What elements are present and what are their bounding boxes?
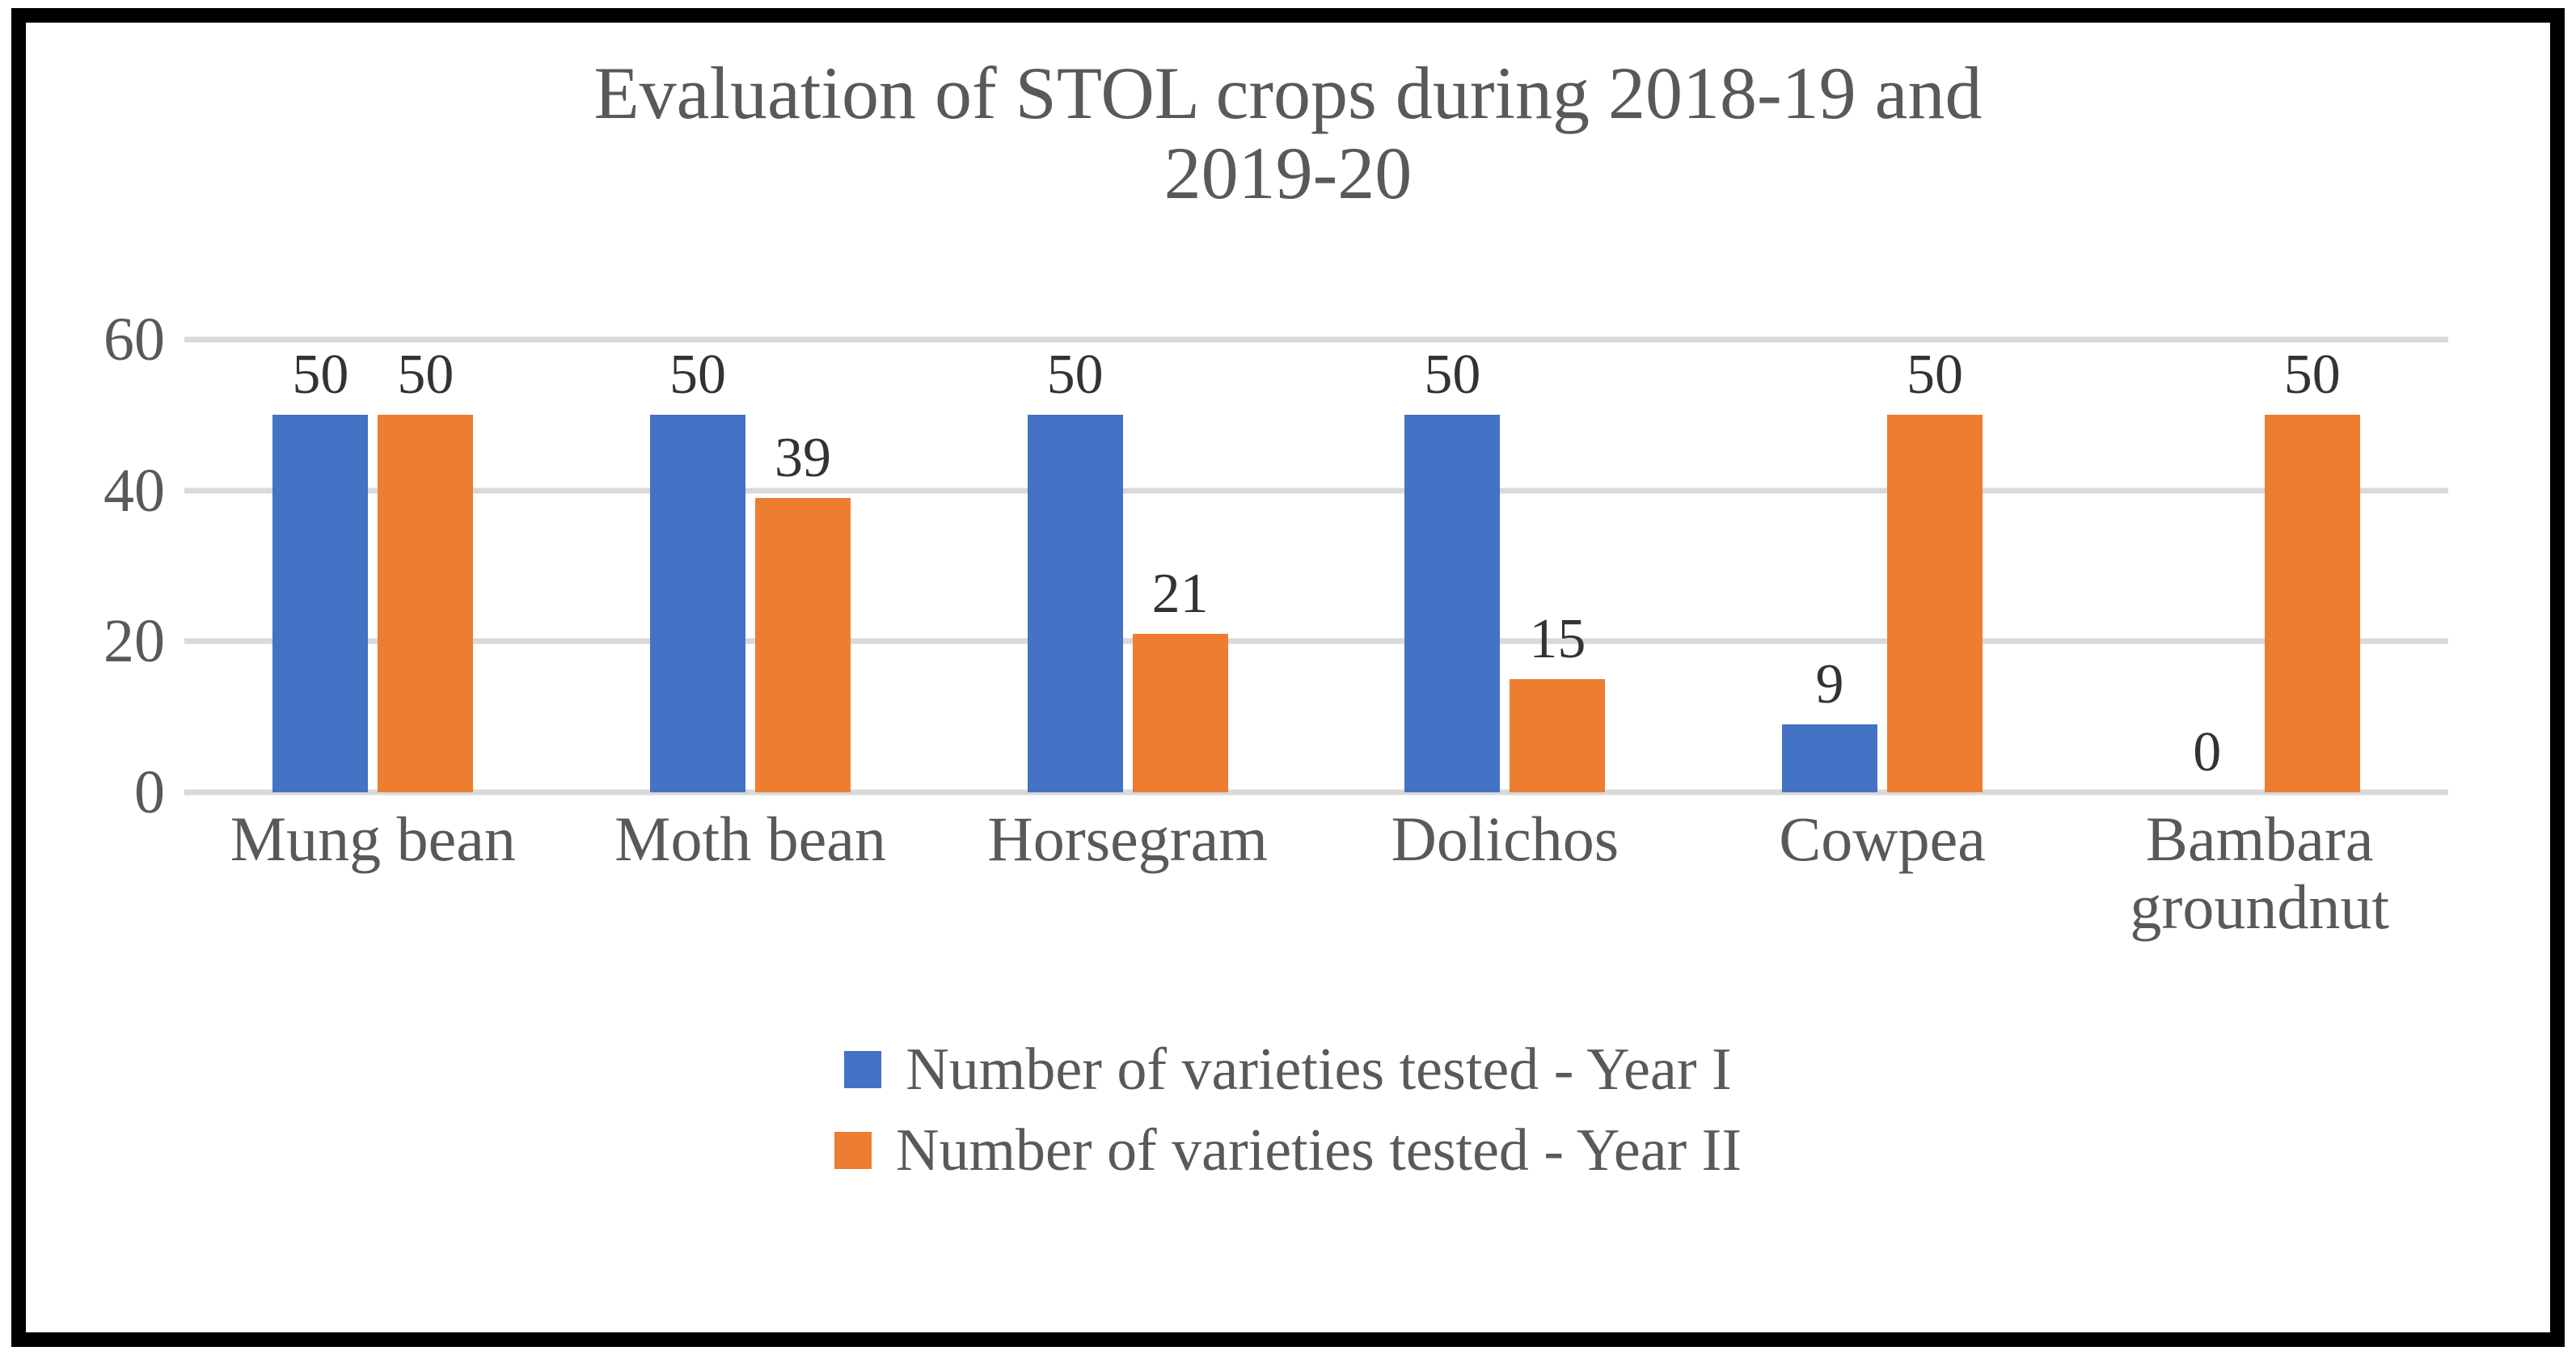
x-label-dolichos: Dolichos [1391,804,1620,874]
bar-dolichos-year-i[interactable] [1404,415,1501,792]
gridline-40 [184,488,2448,494]
bar-value-label: 50 [2283,344,2341,407]
legend-item-year-i[interactable]: Number of varieties tested - Year I [844,1036,1732,1103]
bar-value-label: 39 [775,427,831,489]
bar-moth-bean-year-i[interactable] [650,415,745,792]
gridline-20 [184,638,2448,644]
bar-group-horsegram: 50 21 [939,340,1316,792]
gridline-0 [184,789,2448,796]
chart-title-line-1: Evaluation of STOL crops during 2018-19 … [593,52,1983,134]
x-label-cowpea: Cowpea [1779,804,1986,874]
plot-wrapper: 60 40 20 0 50 [26,309,2550,823]
bar-value-label: 50 [292,344,349,407]
bar-slot-year-ii: 21 [1132,340,1228,792]
bar-value-label: 21 [1151,563,1209,625]
bar-value-label: 50 [1907,344,1964,407]
bar-slot-year-i: 0 [2160,340,2255,792]
legend-label-year-i: Number of varieties tested - Year I [906,1036,1732,1103]
legend-swatch-icon [844,1051,882,1088]
y-axis-labels: 60 40 20 0 [26,309,179,823]
bar-cowpea-year-ii[interactable] [1887,415,1983,792]
bar-slot-year-i: 50 [1404,340,1501,792]
bar-value-label: 50 [1424,344,1481,407]
chart-area: Evaluation of STOL crops during 2018-19 … [26,23,2550,1332]
chart-legend: Number of varieties tested - Year I Numb… [26,1040,2550,1180]
bar-cowpea-year-i[interactable] [1782,724,1878,792]
bar-slot-year-i: 50 [650,340,745,792]
y-tick-40: 40 [103,456,165,525]
bar-bambara-groundnut-year-ii[interactable] [2264,415,2360,792]
bar-group-mung-bean: 50 50 [184,340,562,792]
bar-slot-year-i: 9 [1782,340,1878,792]
x-label-moth-bean: Moth bean [614,804,886,874]
legend-item-year-ii[interactable]: Number of varieties tested - Year II [834,1121,1742,1180]
bar-slot-year-ii: 39 [755,340,851,792]
chart-title-line-2: 2019-20 [1163,132,1413,215]
bar-slot-year-ii: 15 [1510,340,1606,792]
bar-value-label: 50 [669,344,726,407]
bar-horsegram-year-i[interactable] [1027,415,1123,792]
legend-label-year-ii: Number of varieties tested - Year II [896,1117,1742,1184]
gridline-60 [184,336,2448,343]
bar-slot-year-i: 50 [272,340,369,792]
bar-value-label: 9 [1815,653,1844,715]
bar-group-cowpea: 9 50 [1694,340,2071,792]
bar-horsegram-year-ii[interactable] [1132,634,1228,792]
x-label-horsegram: Horsegram [987,804,1268,874]
bar-group-moth-bean: 50 39 [562,340,940,792]
x-label-mung-bean: Mung bean [230,804,516,874]
bar-slot-year-ii: 50 [2264,340,2360,792]
y-tick-0: 0 [134,758,165,826]
bar-slot-year-ii: 50 [1887,340,1983,792]
figure-border: Evaluation of STOL crops during 2018-19 … [11,8,2565,1347]
bar-value-label: 50 [397,344,454,407]
x-label-bambara-groundnut: Bambara groundnut [2130,804,2390,943]
chart-title: Evaluation of STOL crops during 2018-19 … [26,53,2550,214]
bar-mung-bean-year-ii[interactable] [378,415,474,792]
x-axis-labels: Mung bean Moth bean Horsegram Dolichos C… [184,804,2448,943]
legend-swatch-icon [834,1132,872,1169]
y-tick-60: 60 [103,306,165,374]
bar-value-label: 50 [1046,344,1104,407]
bar-value-label: 0 [2193,721,2222,783]
bar-moth-bean-year-ii[interactable] [755,498,851,792]
bar-groups: 50 50 50 [184,340,2448,792]
bar-slot-year-i: 50 [1027,340,1123,792]
bar-group-bambara-groundnut: 0 50 [2071,340,2448,792]
bar-dolichos-year-ii[interactable] [1510,679,1606,792]
bar-slot-year-ii: 50 [378,340,474,792]
bar-value-label: 15 [1529,608,1586,670]
bar-mung-bean-year-i[interactable] [272,415,369,792]
plot-canvas: 50 50 50 [184,336,2448,796]
bar-group-dolichos: 50 15 [1316,340,1694,792]
y-tick-20: 20 [103,607,165,676]
